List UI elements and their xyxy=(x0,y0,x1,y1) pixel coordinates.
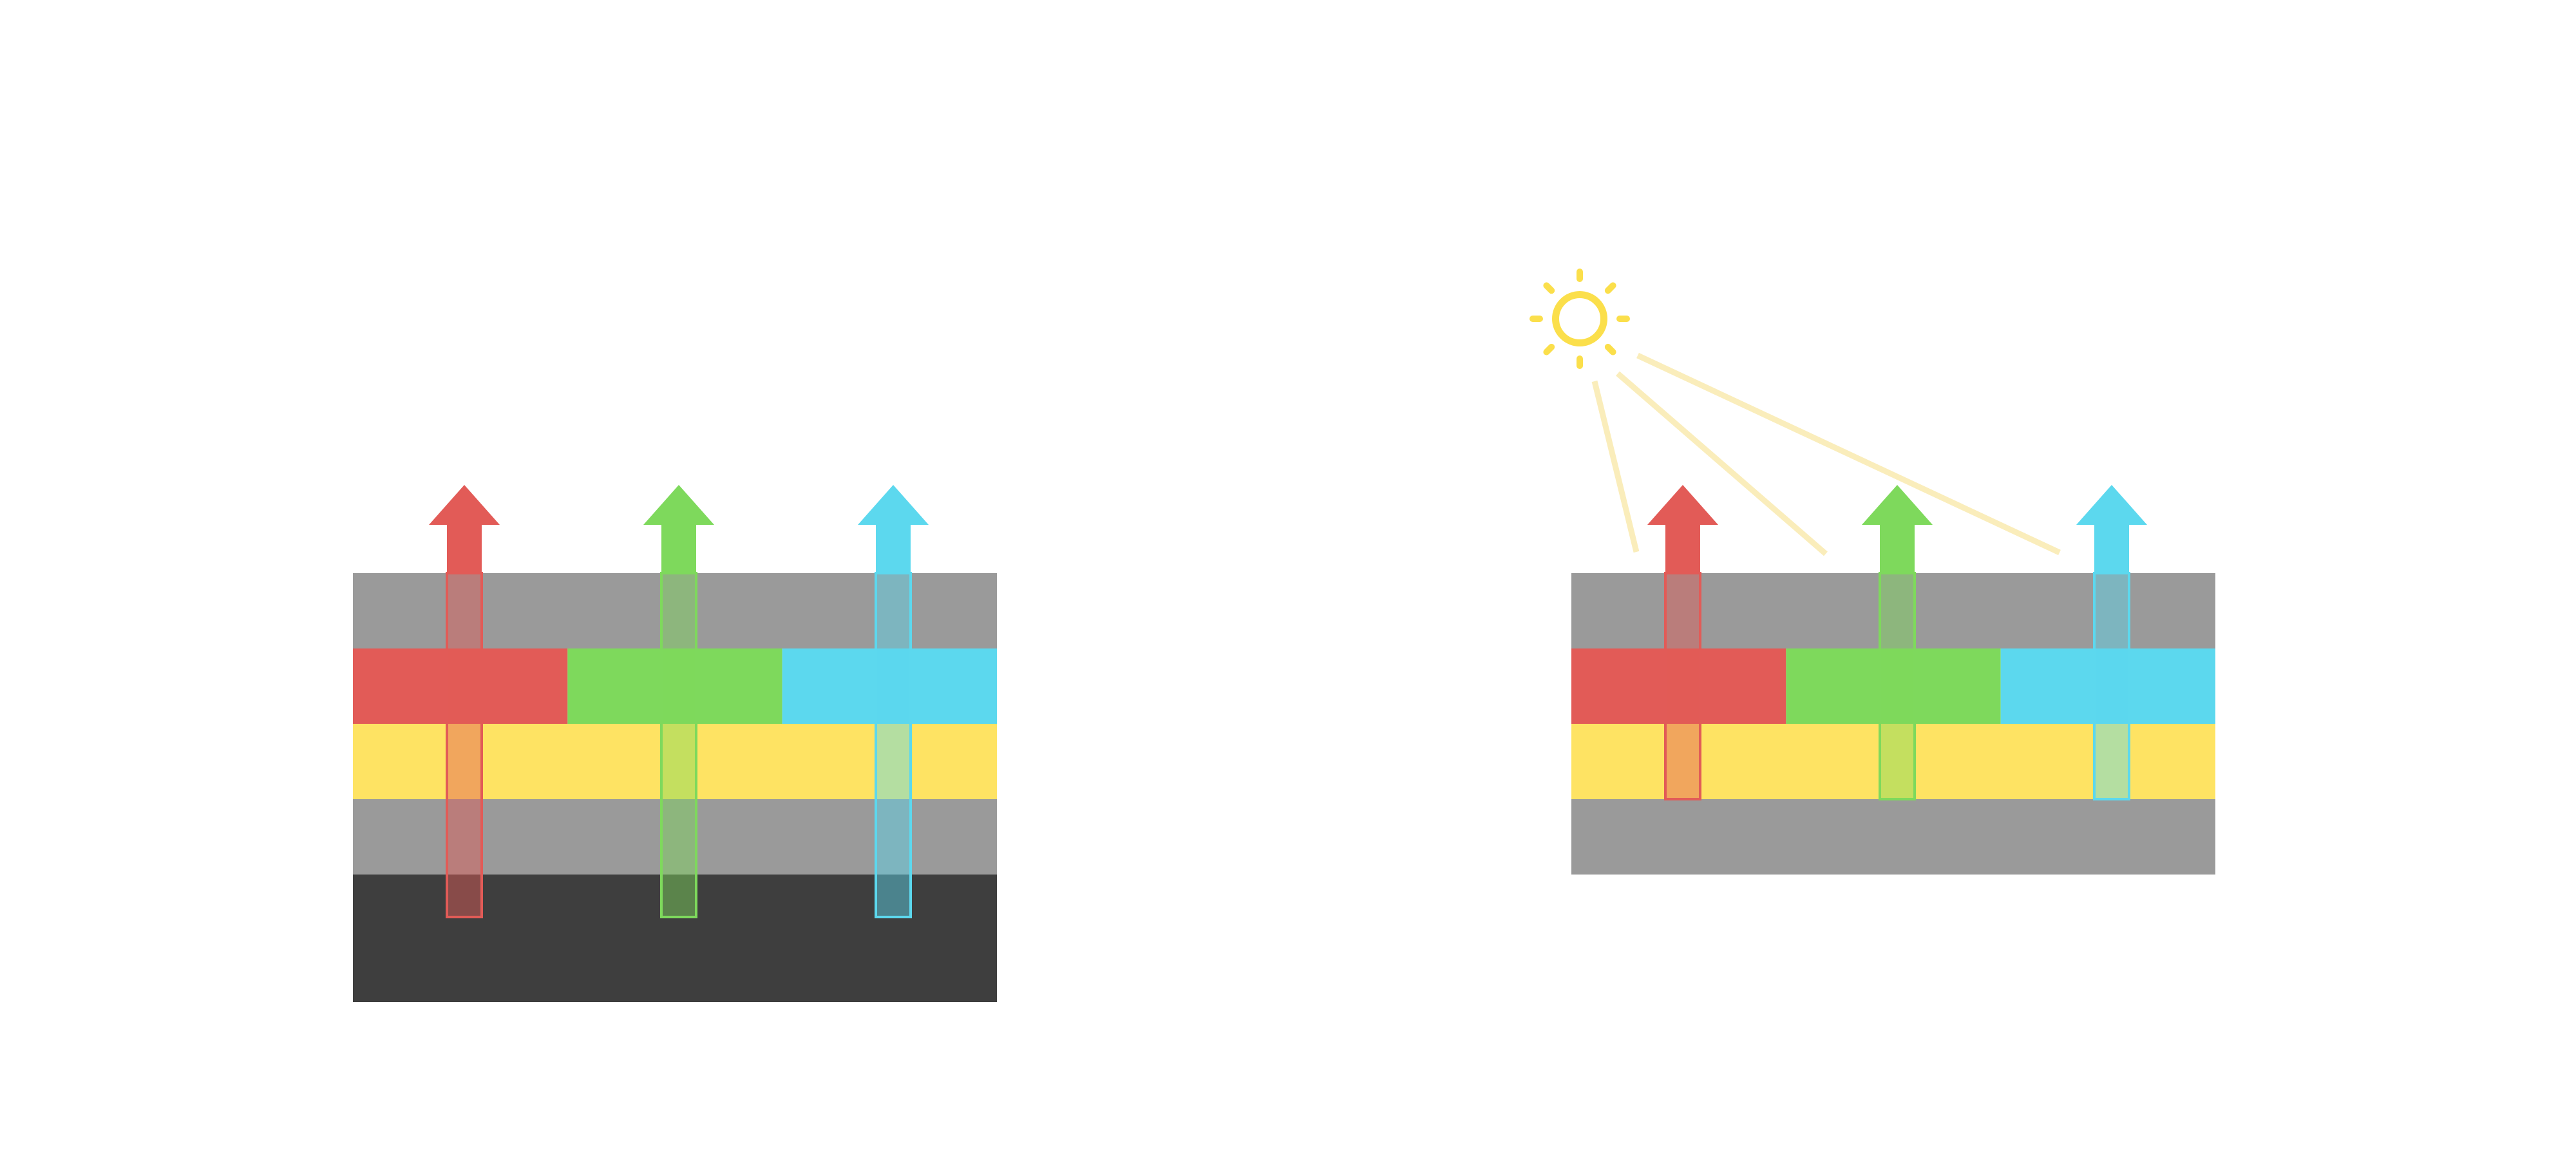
color-filter-layer-red-segment xyxy=(353,648,568,724)
emissive-display-stack-color-filter-layer xyxy=(353,648,997,724)
emissive-display-stack-gray-bottom-layer xyxy=(353,799,997,875)
red-arrow-head xyxy=(429,485,500,573)
green-arrow-head xyxy=(643,485,714,573)
reflective-display-stack xyxy=(1571,485,2215,875)
red-arrow-tail xyxy=(1664,572,1701,800)
sunlight-rays xyxy=(1591,352,2061,556)
green-light-arrow xyxy=(1862,485,1933,800)
sunlight-ray-3 xyxy=(1636,352,2061,556)
green-arrow-tail xyxy=(660,572,697,918)
reflective-display-stack-gray-bottom-layer xyxy=(1571,799,2215,875)
color-filter-layer-red-segment xyxy=(1571,648,1786,724)
sun-ray-tick xyxy=(1543,282,1555,294)
sun-ring xyxy=(1552,291,1607,346)
cyan-arrow-head xyxy=(858,485,929,573)
sunlight-ray-2 xyxy=(1616,371,1828,556)
color-filter-layer-green-segment xyxy=(567,648,782,724)
emissive-display-stack-backlight-layer xyxy=(353,875,997,1002)
sunlight-ray-1 xyxy=(1591,380,1640,553)
cyan-arrow-tail xyxy=(875,572,912,918)
red-arrow-head xyxy=(1647,485,1718,573)
sun-ray-tick xyxy=(1604,282,1616,294)
green-light-arrow xyxy=(643,485,714,918)
color-filter-layer-cyan-segment xyxy=(782,648,997,724)
green-arrow-head xyxy=(1862,485,1933,573)
reflective-display-stack-yellow-layer xyxy=(1571,724,2215,799)
red-arrow-tail xyxy=(446,572,483,918)
color-filter-layer-cyan-segment xyxy=(2000,648,2215,724)
cyan-arrow-head xyxy=(2076,485,2147,573)
emissive-display-stack xyxy=(353,485,997,1002)
red-light-arrow xyxy=(429,485,500,918)
color-filter-layer-green-segment xyxy=(1786,648,2001,724)
reflective-display-stack-color-filter-layer xyxy=(1571,648,2215,724)
cyan-light-arrow xyxy=(858,485,929,918)
cyan-arrow-tail xyxy=(2093,572,2130,800)
reflective-display-stack-gray-top-layer xyxy=(1571,573,2215,648)
sun-ray-tick xyxy=(1604,343,1616,355)
sun-ray-tick xyxy=(1543,343,1555,355)
emissive-display-stack-gray-top-layer xyxy=(353,573,997,648)
sun-icon xyxy=(1530,269,1630,369)
cyan-light-arrow xyxy=(2076,485,2147,800)
green-arrow-tail xyxy=(1879,572,1916,800)
red-light-arrow xyxy=(1647,485,1718,800)
emissive-display-stack-yellow-layer xyxy=(353,724,997,799)
